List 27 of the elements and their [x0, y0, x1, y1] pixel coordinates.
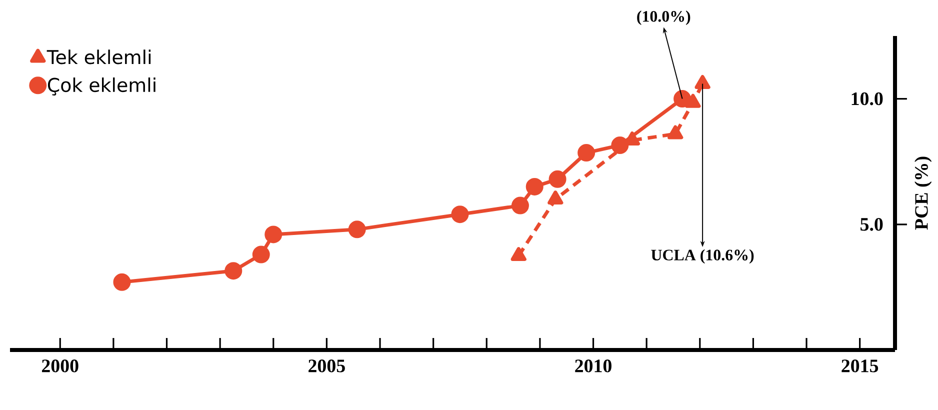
point: [694, 74, 710, 89]
y-tick-label: 5.0: [860, 218, 883, 231]
legend-label: Çok eklemli: [48, 77, 156, 96]
point: [526, 178, 544, 196]
x-tick-label: 2010: [575, 360, 612, 372]
x-tick-label: 2005: [308, 360, 345, 372]
point: [224, 262, 242, 280]
annotation: UCLA (10.6%): [651, 249, 754, 264]
point: [668, 125, 684, 140]
y-tick-label: 10.0: [852, 92, 883, 106]
point: [548, 170, 566, 188]
point: [578, 144, 596, 162]
point: [252, 246, 270, 264]
point: [451, 206, 469, 224]
x-tick-label: 2015: [842, 360, 878, 372]
point: [113, 273, 131, 291]
point: [611, 136, 629, 154]
point: [548, 190, 564, 205]
point: [674, 90, 692, 108]
point: [264, 226, 282, 244]
annotation: (10.0%): [637, 10, 690, 25]
point: [685, 94, 701, 108]
legend-label: Tek eklemli: [46, 50, 151, 64]
point: [348, 220, 366, 238]
y-axis-title: PCE (%): [914, 156, 932, 230]
x-tick-label: 2000: [42, 360, 78, 372]
point: [511, 196, 529, 214]
